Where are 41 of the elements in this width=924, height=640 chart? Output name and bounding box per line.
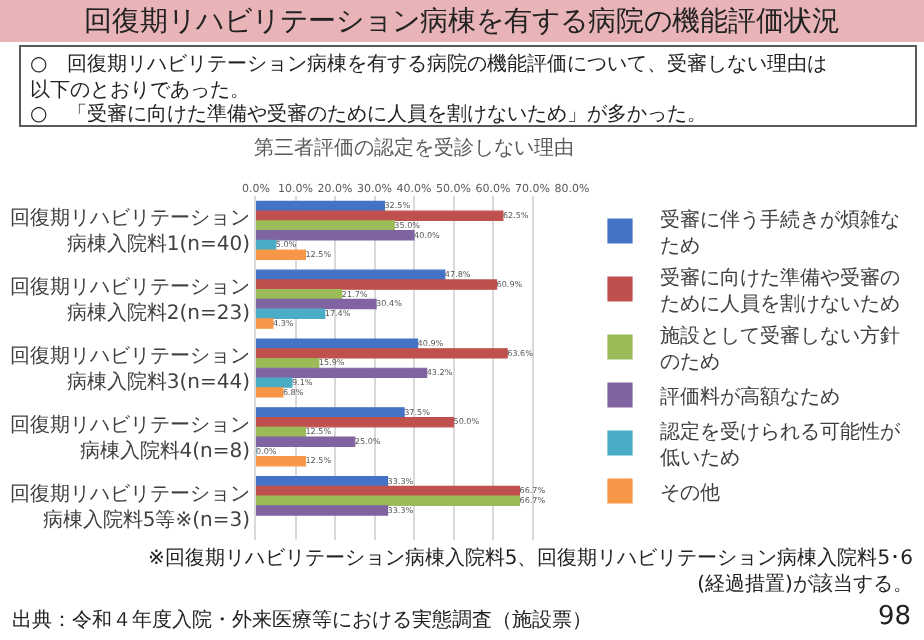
y-tick-label: 回復期リハビリテーション病棟入院料5等※(n=3) <box>10 481 251 532</box>
bar <box>256 357 320 369</box>
bar <box>256 416 455 428</box>
source-note: 出典：令和４年度入院・外来医療等における実態調査（施設票） <box>12 608 592 632</box>
text: ※回復期リハビリテーション病棟入院料5、回復期リハビリテーション病棟入院料5･6(経過措置)が該当する。 <box>148 546 913 596</box>
bar <box>256 377 293 388</box>
bar <box>256 367 428 379</box>
legend-label: その他 <box>660 480 720 505</box>
text: 98 <box>878 602 912 632</box>
bar <box>256 407 405 418</box>
legend-label: 受審に向けた準備や受審のために人員を割けないため <box>660 265 900 316</box>
y-tick-label: 回復期リハビリテーション病棟入院料3(n=44) <box>10 344 251 394</box>
chart-title: 回復期リハビリテーション病棟を有する病院の機能評価状況 <box>84 5 840 38</box>
bar <box>256 289 343 300</box>
y-tick-label: 回復期リハビリテーション病棟入院料2(n=23) <box>10 275 251 326</box>
bar <box>256 249 306 260</box>
bar <box>256 387 284 398</box>
legend-label: 評価料が高額なため <box>660 384 840 409</box>
legend-label: 施設として受審しない方針のため <box>660 323 900 374</box>
text: ○ 「受審に向けた準備や受審のために人員を割けないため」が多かった。 <box>30 102 708 126</box>
bar <box>256 348 508 359</box>
y-tick-label: 回復期リハビリテーション病棟入院料1(n=40) <box>10 206 251 257</box>
bar <box>256 476 389 487</box>
bar <box>256 318 274 329</box>
chart-subtitle: 第三者評価の認定を受診しない理由 <box>254 136 574 160</box>
bar <box>256 308 326 320</box>
legend-label: 受審に伴う手続きが煩雑なため <box>660 207 900 258</box>
y-tick-label: 回復期リハビリテーション病棟入院料4(n=8) <box>10 412 251 463</box>
legend-label: 認定を受けられる可能性が低いため <box>660 419 902 470</box>
bar <box>256 220 395 231</box>
bar <box>256 436 356 447</box>
bar <box>256 210 504 221</box>
bar <box>256 505 389 516</box>
bar <box>256 279 498 290</box>
bar <box>256 455 306 467</box>
bar <box>256 230 415 241</box>
bar <box>256 298 377 310</box>
bar <box>256 200 385 212</box>
bar <box>256 338 419 349</box>
text: ○ 回復期リハビリテーション病棟を有する病院の機能評価について、受審しない理由は以下のとおりであった。 <box>30 52 828 102</box>
bar <box>256 495 521 506</box>
